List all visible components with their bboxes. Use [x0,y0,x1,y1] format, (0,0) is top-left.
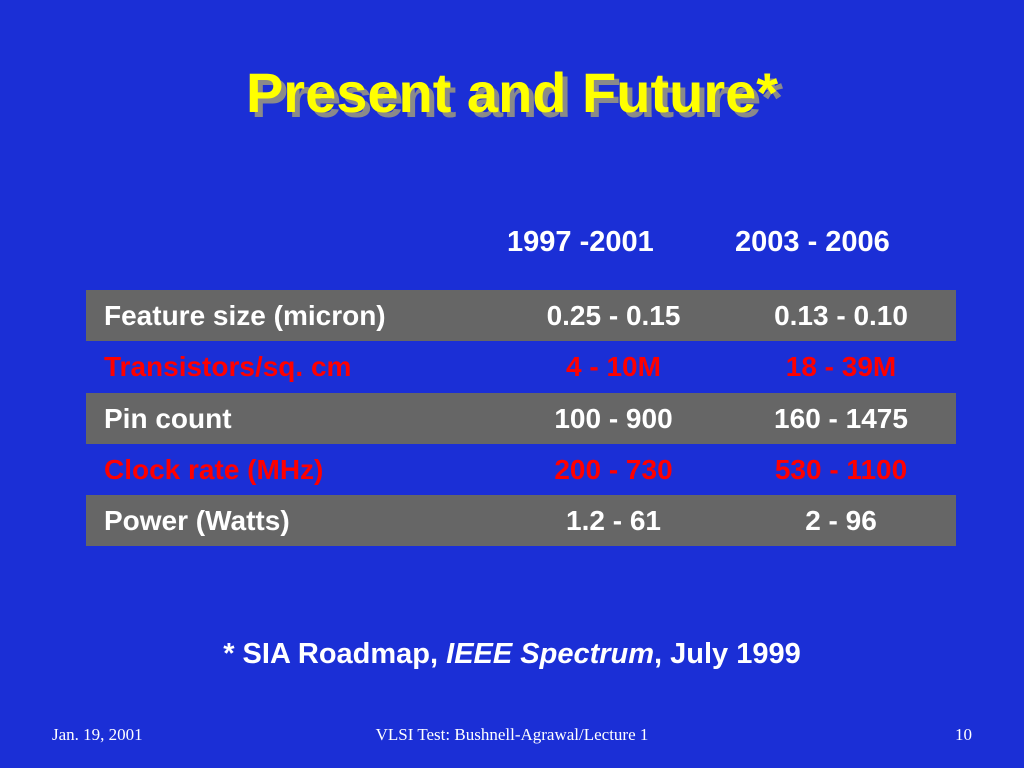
column-header: 1997 -2001 [507,226,654,258]
footnote-journal: IEEE Spectrum [446,638,655,670]
row-label: Feature size (micron) [104,300,386,331]
cell-value: 100 - 900 [554,402,673,434]
footnote-text: * SIA Roadmap, [223,638,447,670]
cell-value: 0.25 - 0.15 [546,300,681,331]
table-row: Power (Watts) 1.2 - 61 2 - 96 [86,495,956,547]
cell-value: 160 - 1475 [774,402,908,434]
row-label: Transistors/sq. cm [104,351,352,383]
cell-value: 530 - 1100 [774,453,908,485]
row-label: Pin count [104,402,232,434]
table-row: Pin count 100 - 900 160 - 1475 [86,392,956,444]
row-label: Clock rate (MHz) [104,453,324,485]
cell-value: 200 - 730 [554,453,673,485]
footer-date: Jan. 19, 2001 [52,725,143,744]
cell-value: 1.2 - 61 [566,505,661,537]
table-row: Feature size (micron) 0.25 - 0.15 0.13 - 0… [86,290,956,341]
table-row: Clock rate (MHz) 200 - 730 530 - 1100 [86,444,956,495]
footnote-text: , July 1999 [654,638,801,670]
row-label: Power (Watts) [104,505,290,537]
cell-value: 0.13 - 0.10 [774,300,908,331]
cell-value: 18 - 39M [785,351,897,383]
cell-value: 2 - 96 [805,505,877,537]
table-row: Transistors/sq. cm 4 - 10M 18 - 39M [86,341,956,392]
cell-value: 4 - 10M [566,351,661,383]
footnote: * SIA Roadmap, IEEE Spectrum, July 1999 [0,638,1024,671]
footer-course: VLSI Test: Bushnell-Agrawal/Lecture 1 [375,725,649,744]
column-header: 2003 - 2006 [735,226,890,258]
footer-page: 10 [955,725,972,744]
slide-title: Present and Future* [245,61,779,124]
